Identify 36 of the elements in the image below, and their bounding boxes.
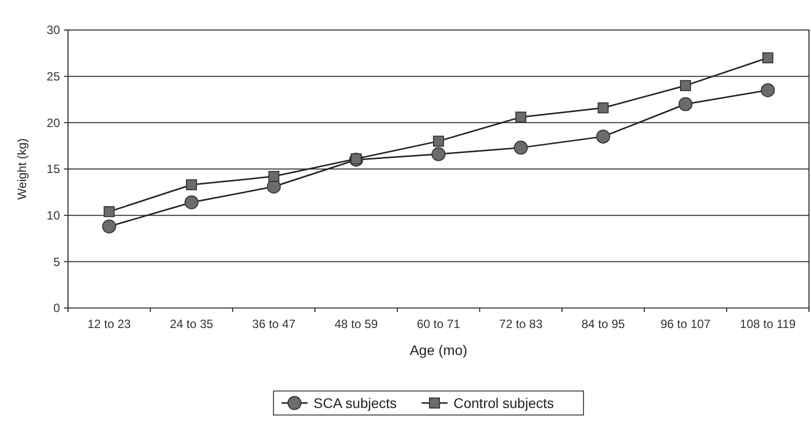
x-tick-label: 12 to 23: [87, 317, 132, 331]
point: [514, 140, 528, 155]
point: [102, 219, 116, 234]
point: [515, 112, 526, 123]
x-tick-label: 84 to 95: [581, 317, 626, 331]
x-tick-label: 24 to 35: [170, 317, 214, 331]
y-tick-label: 5: [53, 254, 60, 269]
legend-label: Control subjects: [454, 394, 554, 411]
point: [104, 206, 115, 218]
point: [760, 83, 775, 98]
point: [432, 147, 446, 162]
x-tick-label: 72 to 83: [499, 317, 543, 331]
point: [184, 195, 198, 210]
y-tick-label: 15: [46, 162, 60, 176]
point: [678, 97, 692, 112]
legend-label: SCA subjects: [314, 394, 397, 411]
x-tick-label: 48 to 59: [334, 317, 378, 331]
x-tick-label: 96 to 107: [660, 317, 711, 331]
point: [268, 170, 280, 182]
point: [596, 130, 610, 144]
y-tick-label: 30: [46, 23, 60, 38]
y-tick-label: 10: [46, 208, 60, 223]
x-tick-label: 36 to 47: [252, 317, 296, 331]
point: [598, 102, 609, 114]
x-axis-title: Age (mo): [410, 342, 468, 358]
point: [186, 179, 197, 190]
point: [433, 136, 444, 147]
y-tick-label: 20: [46, 116, 60, 130]
point: [762, 52, 774, 64]
point: [350, 153, 362, 164]
x-tick-label: 60 to 71: [416, 317, 461, 331]
y-tick-label: 0: [53, 301, 60, 316]
y-tick-label: 25: [46, 70, 60, 84]
point: [680, 80, 691, 92]
x-tick-label: 108 to 119: [740, 317, 796, 331]
y-axis-title: Weight (kg): [15, 138, 29, 200]
